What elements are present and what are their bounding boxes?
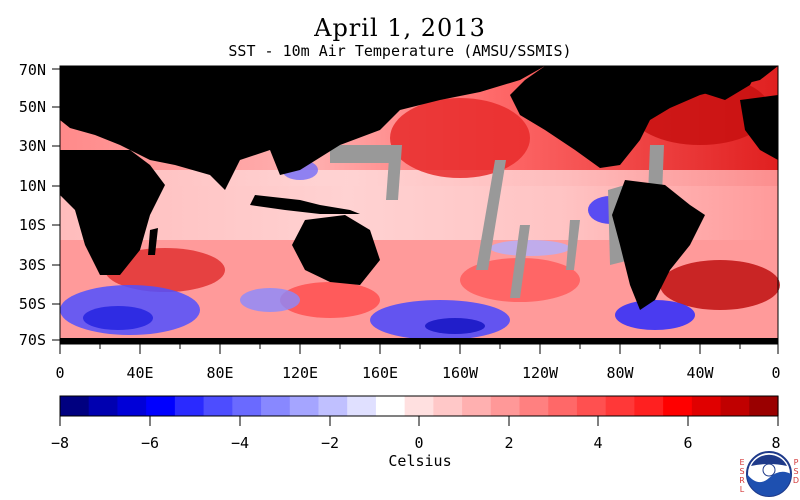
lat-label-70s: 70S	[18, 331, 46, 349]
colorbar-swatch	[232, 396, 262, 416]
colorbar-label-8: 8	[771, 434, 781, 452]
colorbar-label-minus8: −8	[50, 434, 70, 452]
lat-label-10n: 10N	[18, 177, 46, 195]
colorbar-label-minus2: −2	[320, 434, 340, 452]
colorbar-swatch	[347, 396, 377, 416]
colorbar-swatch	[548, 396, 578, 416]
colorbar-swatch	[691, 396, 722, 416]
colorbar-label-2: 2	[504, 434, 514, 452]
map-frame	[59, 65, 779, 345]
lon-label-40e: 40E	[126, 364, 154, 382]
lat-label-10s: 10S	[18, 216, 46, 234]
colorbar-swatch	[318, 396, 348, 416]
colorbar-ticks	[59, 416, 779, 426]
map-title: April 1, 2013	[314, 14, 486, 42]
colorbar-swatch	[490, 396, 521, 416]
colorbar-swatch	[663, 396, 693, 416]
lon-label-40w: 40W	[686, 364, 714, 382]
colorbar-swatch	[289, 396, 320, 416]
lat-label-30n: 30N	[18, 137, 46, 155]
colorbar-swatch	[634, 396, 664, 416]
colorbar-label-4: 4	[593, 434, 603, 452]
lon-label-160e: 160E	[361, 364, 399, 382]
colorbar-swatch	[404, 396, 434, 416]
colorbar-swatch	[462, 396, 492, 416]
lat-label-70n: 70N	[18, 61, 46, 79]
colorbar-swatch	[60, 396, 90, 416]
lon-label-120w: 120W	[521, 364, 559, 382]
logo-letter: R	[739, 476, 745, 485]
colorbar-swatch	[433, 396, 463, 416]
logo-letter: E	[739, 458, 745, 467]
colorbar-swatch	[605, 396, 635, 416]
colorbar-label-minus6: −6	[140, 434, 160, 452]
logo-letter: P	[793, 458, 799, 467]
latitude-ticks	[52, 68, 60, 341]
colorbar-swatch	[146, 396, 176, 416]
colorbar	[60, 396, 779, 416]
lon-label-0-east: 0	[771, 364, 781, 382]
colorbar-swatch	[117, 396, 147, 416]
colorbar-swatch	[720, 396, 750, 416]
lon-label-80e: 80E	[206, 364, 234, 382]
map-subtitle: SST - 10m Air Temperature (AMSU/SSMIS)	[228, 42, 572, 60]
lon-label-0-west: 0	[55, 364, 65, 382]
colorbar-swatch	[203, 396, 233, 416]
colorbar-swatch	[576, 396, 607, 416]
land	[60, 66, 778, 344]
longitude-ticks	[59, 344, 779, 354]
lat-label-30s: 30S	[18, 256, 46, 274]
colorbar-unit-label: Celsius	[388, 452, 452, 470]
colorbar-swatch	[174, 396, 205, 416]
lon-label-160w: 160W	[441, 364, 479, 382]
colorbar-swatch	[375, 396, 406, 416]
lon-label-80w: 80W	[606, 364, 634, 382]
colorbar-label-6: 6	[683, 434, 693, 452]
lat-label-50s: 50S	[18, 295, 46, 313]
colorbar-swatch	[88, 396, 119, 416]
noaa-logo	[746, 451, 792, 497]
logo-letter: L	[739, 485, 745, 494]
colorbar-swatch	[261, 396, 291, 416]
colorbar-swatch	[519, 396, 549, 416]
colorbar-swatch	[749, 396, 779, 416]
colorbar-label-0: 0	[414, 434, 424, 452]
lon-label-120e: 120E	[281, 364, 319, 382]
lat-label-50n: 50N	[18, 98, 46, 116]
logo-letter: S	[793, 467, 799, 476]
logo-letter: S	[739, 467, 745, 476]
colorbar-label-minus4: −4	[230, 434, 250, 452]
logo-letter: D	[792, 476, 800, 485]
